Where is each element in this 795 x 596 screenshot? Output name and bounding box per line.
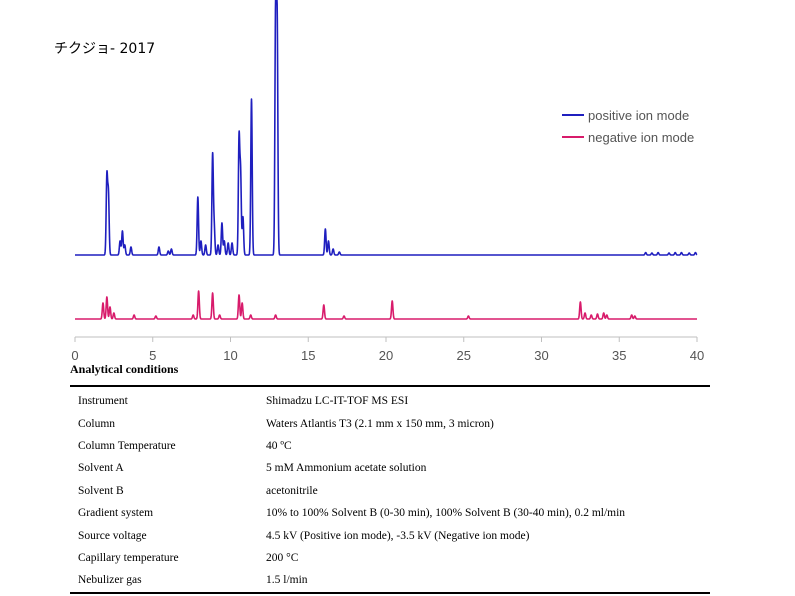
condition-value: 4.5 kV (Positive ion mode), -3.5 kV (Neg… <box>266 529 530 542</box>
table-row: Solvent B acetonitrile <box>70 480 710 502</box>
series-negative-ion-line <box>74 290 698 320</box>
table-row: Instrument Shimadzu LC-IT-TOF MS ESI <box>70 386 710 412</box>
condition-value: 10% to 100% Solvent B (0-30 min), 100% S… <box>266 507 626 520</box>
table-row: Capillary temperature 200 °C <box>70 547 710 569</box>
condition-parameter: Column <box>78 417 116 430</box>
condition-parameter: Solvent B <box>78 484 124 497</box>
x-tick-label: 20 <box>379 348 393 363</box>
condition-parameter: Solvent A <box>78 462 124 475</box>
x-tick-label: 5 <box>149 348 156 363</box>
chromatogram-chart: 0 5 10 15 20 25 30 35 40 <box>71 0 704 363</box>
table-row: Solvent A 5 mM Ammonium acetate solution <box>70 457 710 479</box>
condition-value: 1.5 l/min <box>266 574 308 587</box>
x-tick-label: 0 <box>71 348 78 363</box>
condition-value: 5 mM Ammonium acetate solution <box>266 462 427 475</box>
table-row: Gradient system 10% to 100% Solvent B (0-… <box>70 502 710 524</box>
legend-item-positive: positive ion mode <box>562 104 694 126</box>
x-tick-label: 10 <box>223 348 237 363</box>
condition-value: Waters Atlantis T3 (2.1 mm x 150 mm, 3 m… <box>266 417 494 430</box>
analytical-conditions: Analytical conditions Instrument Shimadzu… <box>70 362 710 594</box>
x-tick-label: 30 <box>534 348 548 363</box>
legend-label-positive: positive ion mode <box>588 107 690 123</box>
condition-parameter: Gradient system <box>78 507 154 520</box>
condition-value: Shimadzu LC-IT-TOF MS ESI <box>266 395 409 408</box>
legend-item-negative: negative ion mode <box>562 126 694 148</box>
condition-value: acetonitrile <box>266 484 318 497</box>
table-row: Source voltage 4.5 kV (Positive ion mode)… <box>70 524 710 546</box>
table-row: Column Waters Atlantis T3 (2.1 mm x 150 m… <box>70 412 710 434</box>
legend-label-negative: negative ion mode <box>588 129 695 145</box>
x-tick-label: 35 <box>612 348 626 363</box>
chart-title: チクジョ- 2017 <box>54 41 156 57</box>
x-tick-label: 15 <box>301 348 315 363</box>
table-row: Nebulizer gas 1.5 l/min <box>70 569 710 592</box>
legend-swatch-positive <box>562 114 584 116</box>
condition-parameter: Nebulizer gas <box>78 574 142 587</box>
series-positive-ion-line <box>74 0 698 256</box>
condition-parameter: Column Temperature <box>78 439 176 452</box>
legend-swatch-negative <box>562 136 584 138</box>
condition-parameter: Instrument <box>78 395 128 408</box>
x-tick-label: 40 <box>690 348 704 363</box>
condition-parameter: Capillary temperature <box>78 551 179 564</box>
legend: positive ion mode negative ion mode <box>562 104 694 148</box>
condition-value: 200 °C <box>266 551 299 564</box>
table-row: Column Temperature 40 ºC <box>70 435 710 457</box>
x-tick-label: 25 <box>457 348 471 363</box>
condition-value: 40 ºC <box>266 439 292 452</box>
conditions-heading: Analytical conditions <box>70 362 179 376</box>
conditions-table: Instrument Shimadzu LC-IT-TOF MS ESI Colum… <box>70 385 710 594</box>
condition-parameter: Source voltage <box>78 529 147 542</box>
